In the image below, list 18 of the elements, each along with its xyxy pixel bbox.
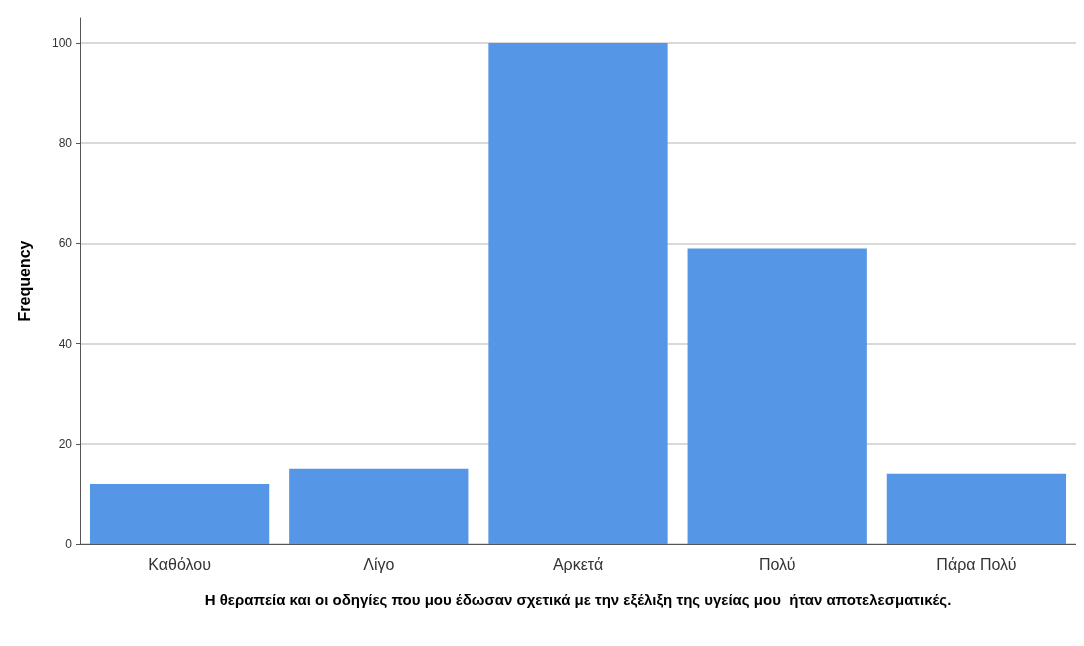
x-axis-title: Η θεραπεία και οι οδηγίες που μου έδωσαν σχετικά με την εξέλιξη της υγείας μου ήταν αποτελεσματικές. (204, 590, 952, 608)
x-tick-label: Λίγο (363, 555, 395, 573)
y-tick-label: 80 (58, 136, 73, 151)
x-tick-label: Καθόλου (148, 555, 211, 573)
x-tick-label: Πολύ (758, 555, 796, 573)
bar (289, 468, 469, 544)
y-axis-title: Frequency (15, 240, 33, 322)
y-tick-label: 0 (65, 537, 73, 551)
x-tick-label: Αρκετά (552, 555, 604, 573)
bar (886, 473, 1067, 544)
bar (687, 248, 867, 544)
y-tick-label: 100 (51, 36, 73, 51)
bar (488, 43, 668, 544)
y-tick-label: 60 (58, 236, 73, 251)
y-tick-label: 40 (58, 336, 73, 351)
x-tick-label: Πάρα Πολύ (936, 555, 1017, 573)
y-tick-label: 20 (58, 436, 73, 451)
bar (89, 483, 270, 544)
